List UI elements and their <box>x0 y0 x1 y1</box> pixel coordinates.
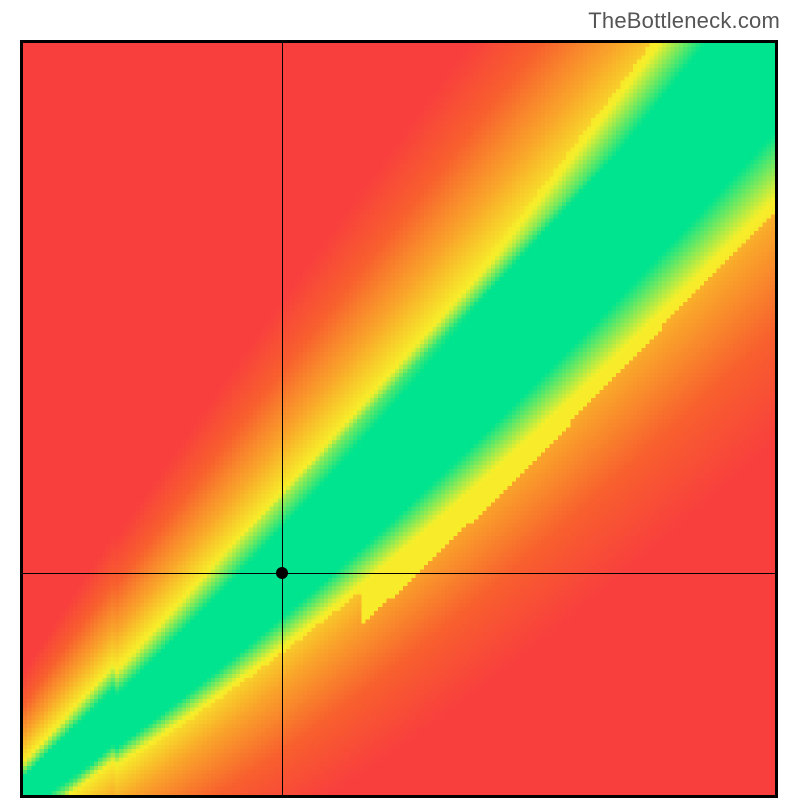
plot-area <box>23 43 775 795</box>
watermark-text: TheBottleneck.com <box>588 8 780 34</box>
bottleneck-heatmap <box>23 43 775 795</box>
crosshair-horizontal <box>23 573 775 574</box>
crosshair-marker <box>276 567 288 579</box>
plot-frame <box>20 40 778 798</box>
crosshair-vertical <box>282 43 283 795</box>
